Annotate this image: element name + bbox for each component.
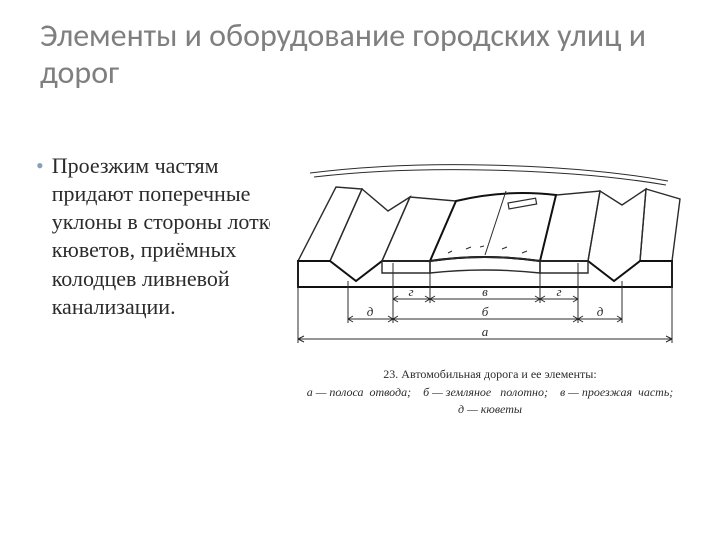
label-g-right: г bbox=[556, 284, 561, 299]
bullet-item: • Проезжим частям придают поперечные укл… bbox=[36, 152, 296, 321]
label-v: в bbox=[482, 284, 488, 299]
label-g-left: г bbox=[408, 284, 413, 299]
label-a: а bbox=[482, 324, 489, 339]
caption-title: 23. Автомобильная дорога и ее элементы: bbox=[270, 366, 710, 383]
bullet-text: Проезжим частям придают поперечные уклон… bbox=[52, 152, 296, 321]
bullet-marker: • bbox=[36, 152, 44, 180]
dim-row-2: д б д bbox=[348, 304, 622, 322]
slide-title: Элементы и оборудование городских улиц и… bbox=[40, 18, 680, 92]
caption-legend: а — полоса отвода; б — земляное полотно;… bbox=[270, 384, 710, 418]
figure-caption: 23. Автомобильная дорога и ее элементы: … bbox=[270, 366, 710, 418]
label-d-left: д bbox=[367, 304, 374, 319]
body-text: • Проезжим частям придают поперечные укл… bbox=[36, 152, 296, 321]
label-d-right: д bbox=[597, 304, 604, 319]
slide: Элементы и оборудование городских улиц и… bbox=[0, 0, 720, 540]
road-cross-section-figure: г в г д б д а 23. Автомобильная дорога и… bbox=[270, 118, 710, 418]
label-b: б bbox=[482, 304, 489, 319]
dim-row-3: а bbox=[298, 324, 672, 342]
